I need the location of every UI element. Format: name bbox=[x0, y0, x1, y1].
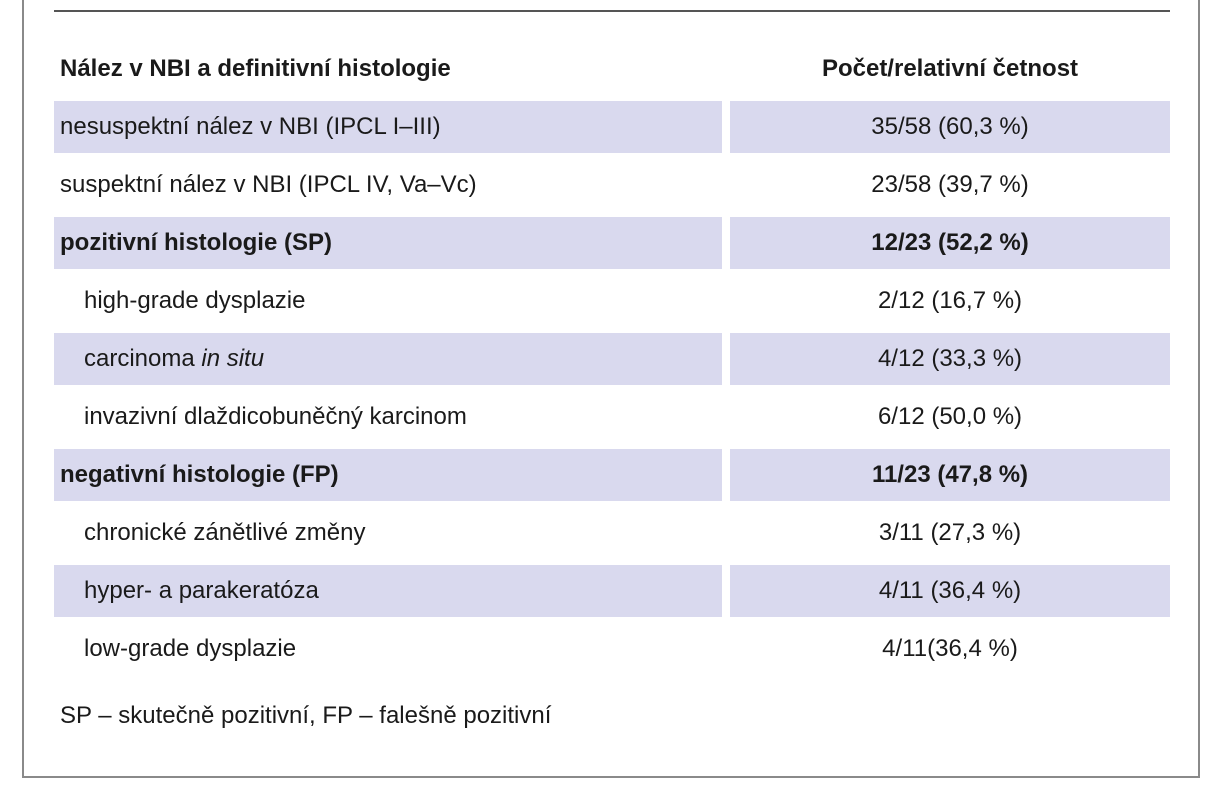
table-row-group-positive: pozitivní histologie (SP) 12/23 (52,2 %) bbox=[54, 214, 1170, 272]
row-value: 3/11 (27,3 %) bbox=[878, 519, 1022, 546]
row-label: chronické zánětlivé změny bbox=[84, 519, 366, 546]
table-footnote: SP – skutečně pozitivní, FP – falešně po… bbox=[60, 702, 552, 729]
table-row: nesuspektní nález v NBI (IPCL I–III) 35/… bbox=[54, 98, 1170, 156]
row-label: pozitivní histologie (SP) bbox=[54, 217, 722, 269]
row-value: 4/11(36,4 %) bbox=[882, 635, 1018, 662]
table-frame bbox=[22, 0, 1200, 778]
row-value: 4/11 (36,4 %) bbox=[730, 565, 1170, 617]
row-value: 35/58 (60,3 %) bbox=[730, 101, 1170, 153]
results-table: Nález v NBI a definitivní histologie Poč… bbox=[54, 40, 1170, 678]
table-row: invazivní dlaždicobuněčný karcinom 6/12 … bbox=[54, 388, 1170, 446]
table-row: low-grade dysplazie 4/11(36,4 %) bbox=[54, 620, 1170, 678]
row-value: 2/12 (16,7 %) bbox=[877, 287, 1023, 314]
table-row-group-negative: negativní histologie (FP) 11/23 (47,8 %) bbox=[54, 446, 1170, 504]
header-col-count: Počet/relativní četnost bbox=[821, 55, 1079, 82]
row-label-italic: in situ bbox=[201, 345, 265, 372]
table-row: suspektní nález v NBI (IPCL IV, Va–Vc) 2… bbox=[54, 156, 1170, 214]
row-label: invazivní dlaždicobuněčný karcinom bbox=[84, 403, 467, 430]
top-rule bbox=[54, 10, 1170, 12]
header-col-finding: Nález v NBI a definitivní histologie bbox=[60, 55, 451, 82]
row-value: 23/58 (39,7 %) bbox=[871, 171, 1029, 198]
row-label: nesuspektní nález v NBI (IPCL I–III) bbox=[54, 101, 722, 153]
row-value: 4/12 (33,3 %) bbox=[730, 333, 1170, 385]
row-label: low-grade dysplazie bbox=[84, 635, 297, 662]
table-row: hyper- a parakeratóza 4/11 (36,4 %) bbox=[54, 562, 1170, 620]
table-header: Nález v NBI a definitivní histologie Poč… bbox=[54, 40, 1170, 98]
row-label: carcinoma in situ bbox=[54, 333, 722, 385]
table-row: carcinoma in situ 4/12 (33,3 %) bbox=[54, 330, 1170, 388]
row-label-prefix: carcinoma bbox=[84, 345, 202, 372]
table-row: high-grade dysplazie 2/12 (16,7 %) bbox=[54, 272, 1170, 330]
table-row: chronické zánětlivé změny 3/11 (27,3 %) bbox=[54, 504, 1170, 562]
row-label: high-grade dysplazie bbox=[84, 287, 306, 314]
row-label: suspektní nález v NBI (IPCL IV, Va–Vc) bbox=[60, 171, 477, 198]
row-value: 11/23 (47,8 %) bbox=[730, 449, 1170, 501]
row-label: negativní histologie (FP) bbox=[54, 449, 722, 501]
row-value: 6/12 (50,0 %) bbox=[877, 403, 1023, 430]
row-value: 12/23 (52,2 %) bbox=[730, 217, 1170, 269]
row-label: hyper- a parakeratóza bbox=[54, 565, 722, 617]
